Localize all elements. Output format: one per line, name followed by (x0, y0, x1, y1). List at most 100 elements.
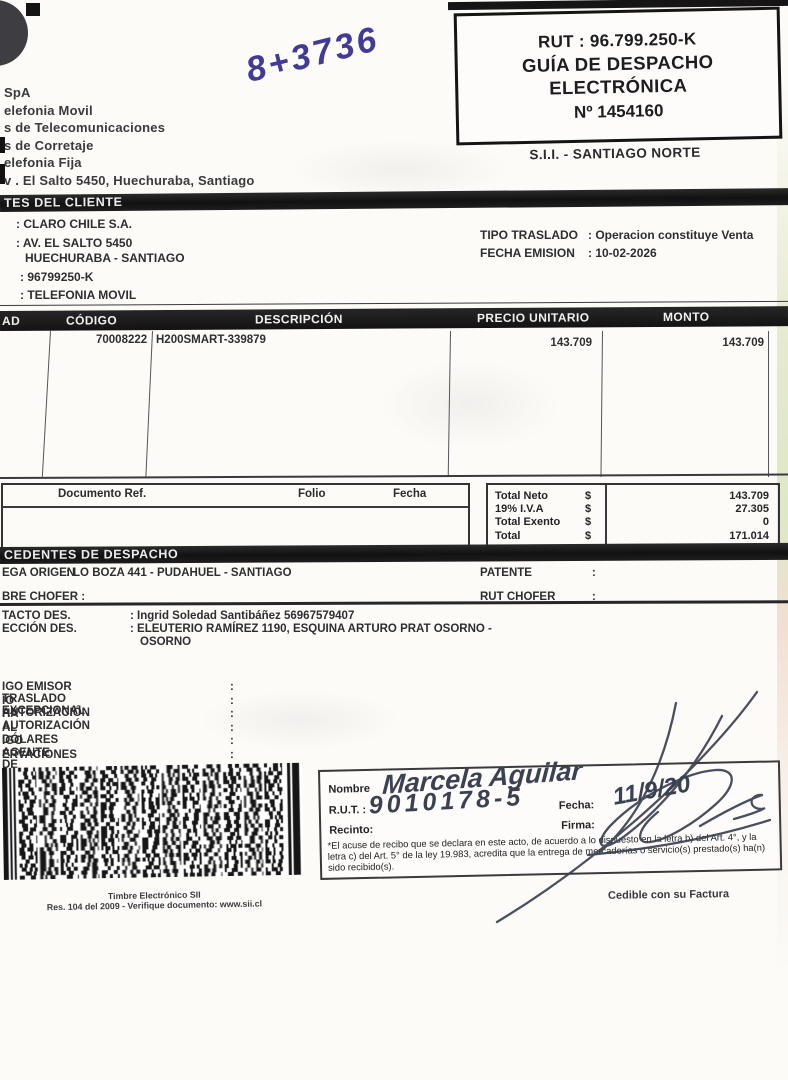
total-row: Total $ 171.014 (488, 529, 778, 543)
ref-header-fecha: Fecha (393, 488, 427, 500)
section-bar-despacho: CEDENTES DE DESPACHO (0, 542, 788, 564)
total-value: 143.709 (729, 490, 769, 502)
total-row: Total Neto $ 143.709 (488, 489, 778, 503)
tipo-traslado-value: : Operacion constituye Venta (588, 228, 754, 242)
total-row: Total Exento $ 0 (488, 515, 778, 529)
patente-value: : (592, 567, 596, 579)
doc-title-line2: ELECTRÓNICA (548, 74, 688, 98)
acuse-legal-text: *El acuse de recibo que se declara en es… (327, 830, 766, 874)
contacto-des-value: : Ingrid Soledad Santibáñez 56967579407 (130, 610, 355, 622)
total-value: 0 (762, 516, 769, 528)
item-precio-unitario: 143.709 (550, 337, 592, 349)
handwritten-note: 8+3736 (242, 19, 384, 90)
company-info: SpA elefonia Movil s de Telecomunicacion… (4, 84, 255, 189)
extra-field-colon: : (230, 694, 234, 707)
col-header-codigo: CÓDIGO (65, 313, 118, 328)
total-label: Total Neto (495, 490, 548, 502)
client-city-row: HUECHURABA - SANTIAGO (25, 251, 185, 265)
entrega-origen-label: EGA ORIGEN (2, 567, 76, 579)
scan-corner-mark (26, 3, 40, 16)
extra-field-colon: : (230, 681, 234, 693)
direccion-des-value: : ELEUTERIO RAMÍREZ 1190, ESQUINA ARTURO… (130, 623, 492, 635)
currency-sign: $ (585, 490, 592, 502)
fecha-label: Fecha: (558, 799, 595, 812)
col-header-descripcion: DESCRIPCIÓN (254, 311, 343, 327)
rut-label: R.U.T. : (328, 804, 367, 817)
ref-header-rule (3, 506, 468, 508)
company-line: s de Telecomunicaciones (4, 120, 166, 135)
section-bar-client: TES DEL CLIENTE (0, 188, 788, 212)
extra-field-label: ERVACIONES (2, 748, 77, 761)
recinto-label: Recinto: (329, 823, 374, 837)
rut-chofer-label: RUT CHOFER (480, 591, 556, 603)
ref-doc-box: Documento Ref. Folio Fecha (1, 483, 470, 549)
items-table-header: AD CÓDIGO DESCRIPCIÓN PRECIO UNITARIO MO… (0, 306, 788, 331)
ref-header-folio: Folio (298, 488, 326, 500)
item-descripcion: H200SMART-339879 (156, 334, 266, 346)
totals-divider (605, 485, 607, 547)
contacto-des-label: TACTO DES. (2, 610, 71, 622)
sii-stamp: Timbre Electrónico SII Res. 104 del 2009… (2, 762, 304, 913)
scan-edge-mark (0, 164, 5, 184)
nombre-label: Nombre (328, 782, 371, 796)
client-rut-row: : 96799250-K (20, 270, 94, 284)
col-header-monto: MONTO (662, 309, 710, 324)
direccion-des-value-2: OSORNO (140, 636, 192, 648)
despacho-bottom-rule (0, 600, 788, 606)
company-line: elefonia Movil (4, 102, 93, 118)
extra-field-label: HA AUTORIZACIÓN (2, 708, 90, 732)
extra-field-colon: : (230, 708, 234, 720)
client-address-row: : AV. EL SALTO 5450 (16, 236, 133, 250)
tipo-traslado-label: TIPO TRASLADO (480, 228, 578, 242)
extra-field-colon: : (230, 721, 234, 734)
item-monto: 143.709 (722, 337, 764, 349)
sii-office-label: S.I.I. - SANTIAGO NORTE (529, 144, 701, 163)
ref-header-documento: Documento Ref. (58, 488, 147, 500)
extra-field-label: AL DÓLARES (2, 721, 59, 746)
total-value: 27.305 (735, 503, 769, 515)
table-right-border (768, 331, 769, 477)
direccion-des-label: ECCIÓN DES. (2, 623, 77, 635)
scan-smudge (380, 360, 560, 450)
rut-box: RUT : 96.799.250-K GUÍA DE DESPACHO ELEC… (453, 6, 783, 146)
table-bottom-rule (0, 473, 788, 479)
currency-sign: $ (585, 503, 592, 515)
firma-label: Firma: (561, 819, 595, 832)
total-value: 171.014 (729, 530, 769, 542)
client-name-row: : CLARO CHILE S.A. (16, 217, 132, 231)
totals-box: Total Neto $ 143.709 19% I.V.A $ 27.305 … (486, 483, 780, 549)
company-line: v . El Salto 5450, Huechuraba, Santiago (4, 172, 255, 188)
rut-number: RUT : 96.799.250-K (537, 28, 697, 52)
scan-smudge (200, 690, 400, 750)
scan-edge-mark (0, 137, 5, 153)
company-line: s de Corretaje (4, 137, 94, 153)
scan-edge-strip (777, 0, 788, 1080)
extra-field-colon: : (230, 748, 234, 761)
table-column-divider (145, 330, 153, 477)
receipt-box: Nombre R.U.T. : Recinto: Fecha: Firma: M… (318, 755, 783, 880)
col-header-cantidad: AD (1, 313, 21, 328)
doc-title-line1: GUÍA DE DESPACHO (521, 50, 714, 76)
company-logo-partial (0, 0, 28, 66)
chofer-label: BRE CHOFER : (2, 591, 86, 603)
extra-field-label: IO AUTORIZACIÓN (2, 694, 90, 719)
total-row: 19% I.V.A $ 27.305 (488, 502, 778, 516)
item-codigo: 70008222 (96, 334, 148, 346)
currency-sign: $ (585, 530, 592, 542)
handwritten-date: 11/9/20 (610, 770, 693, 811)
client-giro-row: : TELEFONIA MOVIL (20, 288, 137, 302)
cedible-label: Cedible con su Factura (607, 888, 730, 902)
entrega-origen-value: : LO BOZA 441 - PUDAHUEL - SANTIAGO (66, 567, 292, 579)
patente-label: PATENTE (480, 567, 532, 579)
col-header-precio: PRECIO UNITARIO (476, 310, 590, 326)
total-label: Total Exento (495, 516, 561, 528)
rut-chofer-value: : (592, 591, 596, 603)
table-column-divider (41, 330, 51, 477)
extra-field-label: IGO EMISOR TRASLADO EXCEPCIONAL (2, 681, 86, 717)
extra-field-colon: : (230, 735, 234, 747)
fecha-emision-label: FECHA EMISION (480, 246, 575, 260)
doc-folio: Nº 1454160 (573, 100, 664, 122)
table-column-divider (600, 330, 603, 477)
total-label: 19% I.V.A (495, 503, 544, 515)
